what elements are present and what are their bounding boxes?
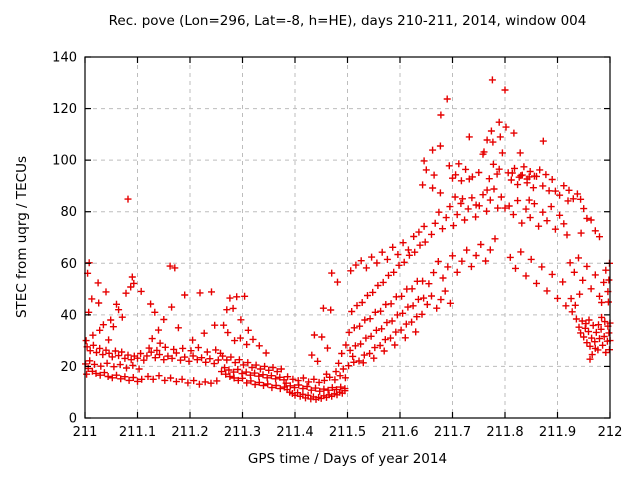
svg-text:60: 60 <box>60 257 77 272</box>
svg-text:0: 0 <box>69 412 77 427</box>
svg-text:211.2: 211.2 <box>171 425 208 440</box>
chart-title: Rec. pove (Lon=296, Lat=-8, h=HE), days … <box>108 13 587 29</box>
svg-text:211.8: 211.8 <box>486 425 523 440</box>
svg-text:212: 212 <box>598 425 623 440</box>
svg-text:20: 20 <box>60 360 77 375</box>
svg-text:80: 80 <box>60 205 77 220</box>
svg-text:140: 140 <box>52 51 77 66</box>
svg-text:40: 40 <box>60 308 77 323</box>
svg-text:211.5: 211.5 <box>329 425 366 440</box>
x-axis-label: GPS time / Days of year 2014 <box>247 451 448 467</box>
svg-text:100: 100 <box>52 154 77 169</box>
svg-text:211.6: 211.6 <box>381 425 418 440</box>
svg-text:211.4: 211.4 <box>276 425 313 440</box>
svg-text:211.1: 211.1 <box>119 425 156 440</box>
svg-text:211.9: 211.9 <box>539 425 576 440</box>
svg-text:211: 211 <box>73 425 98 440</box>
svg-text:120: 120 <box>52 102 77 117</box>
svg-text:211.3: 211.3 <box>224 425 261 440</box>
svg-text:211.7: 211.7 <box>434 425 471 440</box>
